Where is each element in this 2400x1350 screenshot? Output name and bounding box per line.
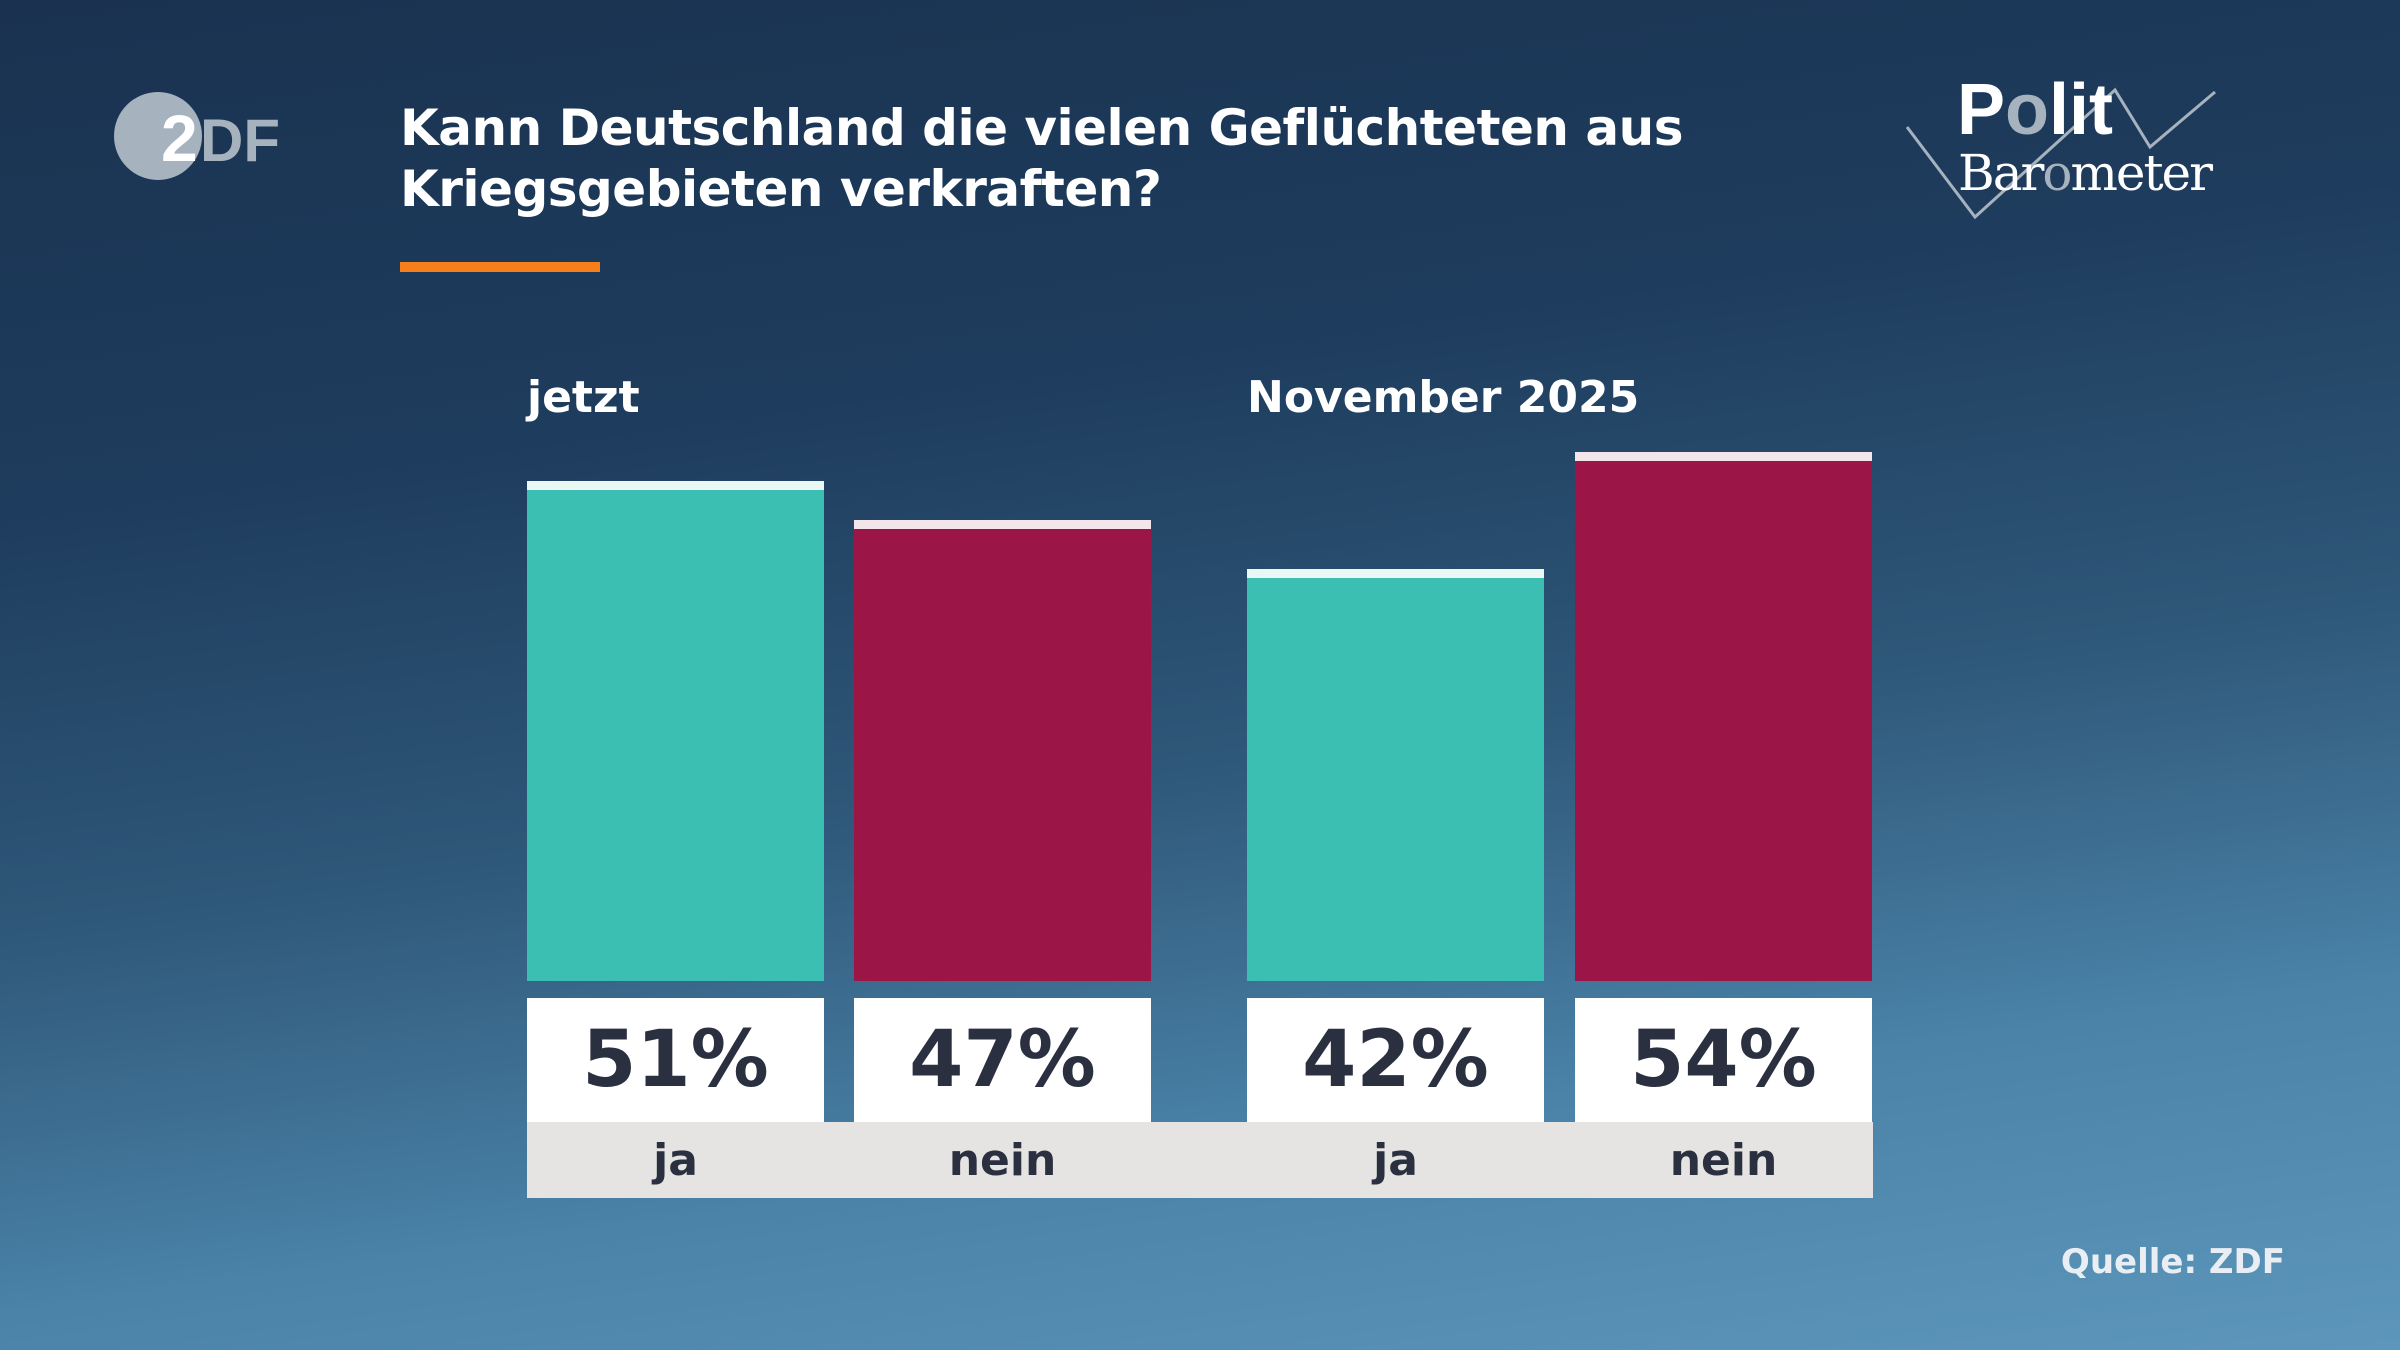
- bar-ja: [527, 481, 824, 981]
- value-label: 47%: [854, 998, 1151, 1122]
- svg-text:2: 2: [161, 101, 198, 175]
- zdf-logo: 2 DF: [114, 92, 280, 180]
- title-accent-bar: [400, 262, 600, 272]
- category-strip: [527, 1122, 1873, 1198]
- value-label: 51%: [527, 998, 824, 1122]
- title-line-1: Kann Deutschland die vielen Geflüchteten…: [400, 99, 1684, 157]
- bar-cap: [527, 481, 824, 491]
- bar-nein: [1575, 451, 1872, 981]
- category-label: ja: [653, 1134, 698, 1186]
- category-label: nein: [1669, 1134, 1778, 1186]
- bar-cap: [1247, 569, 1544, 579]
- bar-ja: [1247, 569, 1544, 981]
- title-line-2: Kriegsgebieten verkraften?: [400, 160, 1162, 218]
- svg-text:Polit: Polit: [1957, 72, 2113, 150]
- bar-nein: [854, 520, 1151, 981]
- value-label: 42%: [1247, 998, 1544, 1122]
- bar-cap: [854, 520, 1151, 530]
- source-note: Quelle: ZDF: [2060, 1242, 2285, 1282]
- svg-text:Barometer: Barometer: [1958, 144, 2213, 202]
- group-label-november-2025: November 2025: [1247, 372, 1640, 423]
- bar-cap: [1575, 451, 1872, 461]
- value-label: 54%: [1575, 998, 1872, 1122]
- group-label-jetzt: jetzt: [527, 372, 640, 423]
- category-label: nein: [948, 1134, 1057, 1186]
- svg-text:DF: DF: [200, 107, 280, 174]
- page-title: Kann Deutschland die vielen Geflüchteten…: [400, 98, 1684, 220]
- category-label: ja: [1373, 1134, 1418, 1186]
- politbarometer-logo: Polit Barometer: [1905, 72, 2216, 220]
